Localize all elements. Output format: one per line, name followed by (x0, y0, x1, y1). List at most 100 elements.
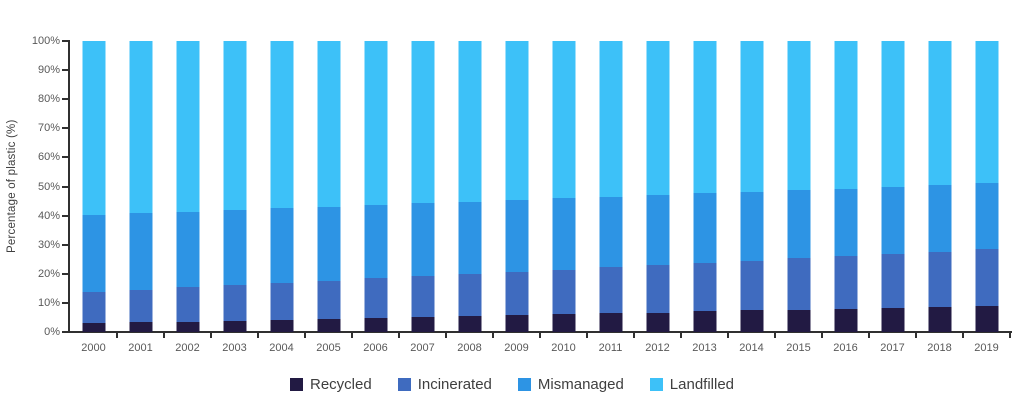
x-tick-label-2002: 2002 (175, 342, 200, 354)
x-tick-label-2010: 2010 (551, 342, 576, 354)
bar-2017 (881, 41, 904, 332)
bar-segment-landfilled-2006 (364, 41, 387, 205)
x-tick-mark (821, 333, 823, 338)
y-tick-mark (62, 69, 68, 72)
bar-segment-mismanaged-2006 (364, 204, 387, 279)
bar-segment-incinerated-2015 (787, 258, 810, 310)
y-tick-mark (62, 156, 68, 159)
bar-segment-incinerated-2004 (270, 283, 293, 320)
bar-column-2017 (869, 41, 916, 332)
bar-2015 (787, 41, 810, 332)
bar-segment-incinerated-2018 (928, 252, 951, 307)
bar-segment-mismanaged-2018 (928, 185, 951, 252)
x-tick-label-2019: 2019 (974, 342, 999, 354)
y-tick-label-20: 20% (37, 267, 60, 280)
bar-column-2007 (399, 41, 446, 332)
bar-segment-mismanaged-2000 (82, 214, 105, 292)
legend-item-recycled: Recycled (289, 375, 372, 393)
bar-segment-mismanaged-2004 (270, 208, 293, 284)
legend-swatch-incinerated (397, 377, 411, 391)
x-tick-mark (774, 333, 776, 338)
bar-2018 (928, 41, 951, 332)
bar-segment-landfilled-2016 (834, 41, 857, 189)
bar-2006 (364, 41, 387, 332)
bar-segment-mismanaged-2003 (223, 209, 246, 286)
x-tick-mark (633, 333, 635, 338)
bar-segment-recycled-2000 (82, 323, 105, 332)
bar-segment-recycled-2015 (787, 309, 810, 332)
bar-segment-landfilled-2014 (740, 41, 763, 192)
bar-segment-recycled-2006 (364, 317, 387, 332)
bar-segment-incinerated-2000 (82, 291, 105, 324)
x-tick-label-2005: 2005 (316, 342, 341, 354)
bar-segment-landfilled-2009 (505, 41, 528, 200)
bar-segment-landfilled-2013 (693, 41, 716, 194)
x-tick-mark (398, 333, 400, 338)
bar-segment-mismanaged-2008 (458, 201, 481, 275)
y-axis-line (68, 40, 70, 333)
bar-segment-recycled-2013 (693, 311, 716, 332)
y-tick-label-0: 0% (44, 326, 60, 338)
x-tick-mark (163, 333, 165, 338)
x-tick-label-2009: 2009 (504, 342, 529, 354)
bar-segment-incinerated-2017 (881, 254, 904, 308)
bar-segment-recycled-2018 (928, 306, 951, 332)
bar-segment-landfilled-2003 (223, 41, 246, 210)
x-tick-mark (257, 333, 259, 338)
bar-segment-recycled-2016 (834, 308, 857, 332)
y-tick-mark (62, 243, 68, 246)
bar-column-2014 (728, 41, 775, 332)
x-tick-mark (586, 333, 588, 338)
bar-segment-incinerated-2001 (129, 289, 152, 323)
x-tick-label-2003: 2003 (222, 342, 247, 354)
bar-2013 (693, 41, 716, 332)
bar-segment-landfilled-2012 (646, 41, 669, 196)
bar-column-2006 (352, 41, 399, 332)
y-tick-label-60: 60% (37, 151, 60, 164)
y-tick-mark (62, 40, 68, 42)
y-tick-label-100: 100% (31, 35, 60, 47)
bar-column-2004 (258, 41, 305, 332)
bar-segment-mismanaged-2007 (411, 203, 434, 277)
bar-segment-recycled-2017 (881, 307, 904, 332)
bar-2003 (223, 41, 246, 332)
y-tick-label-90: 90% (37, 64, 60, 77)
y-tick-label-50: 50% (37, 180, 60, 193)
x-tick-mark (445, 333, 447, 338)
x-tick-mark (351, 333, 353, 338)
bar-2008 (458, 41, 481, 332)
bar-column-2018 (916, 41, 963, 332)
bar-segment-incinerated-2011 (599, 267, 622, 314)
bar-segment-incinerated-2010 (552, 269, 575, 315)
legend-label-mismanaged: Mismanaged (537, 375, 624, 393)
y-tick-label-30: 30% (37, 238, 60, 251)
bar-segment-mismanaged-2016 (834, 188, 857, 257)
bar-segment-mismanaged-2017 (881, 186, 904, 255)
legend-label-incinerated: Incinerated (417, 375, 492, 393)
y-tick-mark (62, 272, 68, 275)
legend-item-incinerated: Incinerated (397, 375, 492, 393)
bar-segment-recycled-2019 (975, 305, 998, 332)
y-tick-mark (62, 214, 68, 217)
bar-segment-mismanaged-2019 (975, 183, 998, 250)
bar-segment-mismanaged-2010 (552, 198, 575, 270)
x-tick-label-2001: 2001 (128, 342, 153, 354)
x-tick-label-2000: 2000 (81, 342, 106, 354)
bar-segment-landfilled-2007 (411, 41, 434, 204)
x-tick-label-2014: 2014 (739, 342, 764, 354)
bar-column-2000 (70, 41, 117, 332)
bar-segment-mismanaged-2011 (599, 196, 622, 268)
bar-segment-landfilled-2011 (599, 41, 622, 197)
bar-segment-recycled-2008 (458, 316, 481, 332)
bar-column-2013 (681, 41, 728, 332)
bar-segment-landfilled-2010 (552, 41, 575, 199)
bar-2000 (82, 41, 105, 332)
bar-column-2019 (963, 41, 1010, 332)
y-tick-mark (62, 301, 68, 304)
bar-segment-mismanaged-2015 (787, 190, 810, 259)
legend-label-recycled: Recycled (309, 375, 372, 393)
x-tick-label-2013: 2013 (692, 342, 717, 354)
bar-segment-landfilled-2008 (458, 41, 481, 202)
bar-column-2008 (446, 41, 493, 332)
